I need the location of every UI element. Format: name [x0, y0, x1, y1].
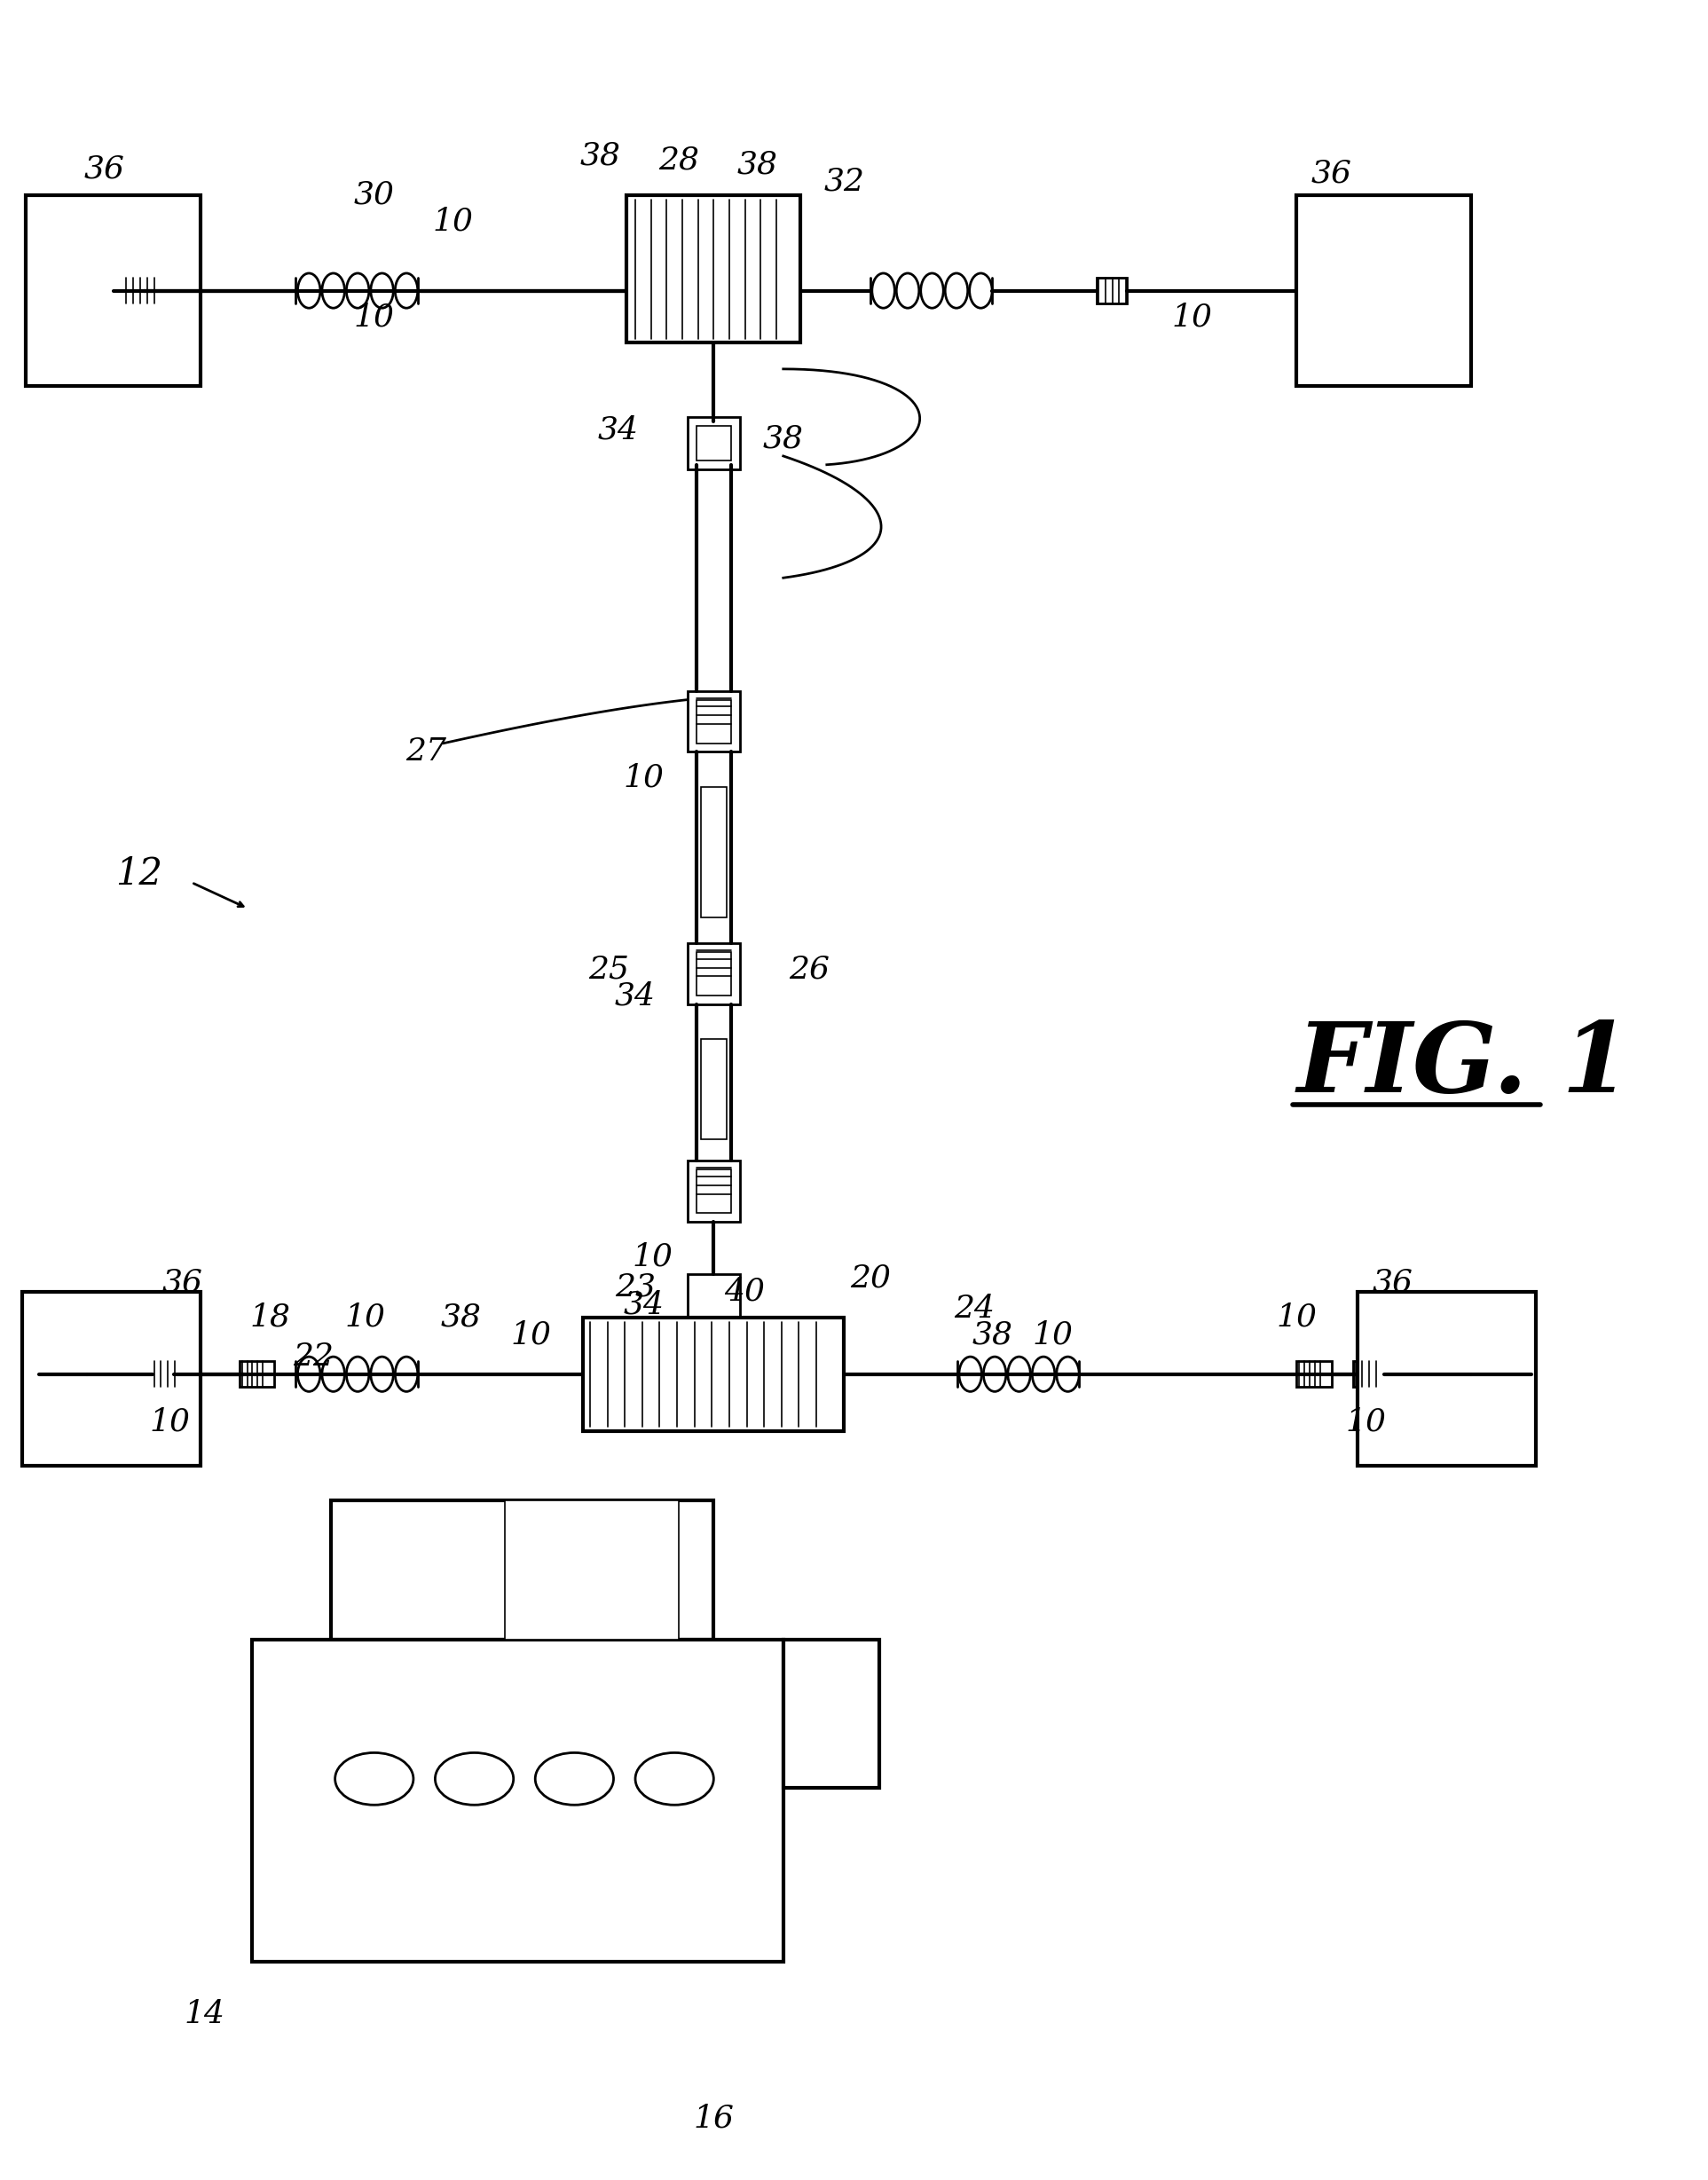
Bar: [697, 700, 731, 743]
Bar: [1358, 1291, 1535, 1465]
Text: 38: 38: [441, 1301, 482, 1332]
Bar: [700, 1040, 726, 1140]
Text: 10: 10: [354, 301, 395, 331]
Text: 10: 10: [1276, 1301, 1317, 1332]
Ellipse shape: [371, 272, 393, 307]
Bar: [688, 1273, 740, 1317]
Text: 10: 10: [149, 1406, 190, 1437]
Bar: [152, 1360, 183, 1386]
Ellipse shape: [323, 272, 345, 307]
Text: 27: 27: [407, 737, 447, 767]
Text: 34: 34: [623, 1288, 664, 1319]
Bar: [697, 1171, 731, 1212]
Ellipse shape: [335, 1753, 413, 1805]
Ellipse shape: [873, 272, 895, 307]
Ellipse shape: [1057, 1356, 1079, 1391]
Ellipse shape: [395, 1356, 418, 1391]
Bar: [1296, 194, 1471, 386]
Text: 38: 38: [972, 1319, 1013, 1349]
Text: 10: 10: [511, 1319, 552, 1349]
Text: 20: 20: [851, 1264, 890, 1293]
Ellipse shape: [945, 272, 968, 307]
Text: FIG. 1: FIG. 1: [1296, 1018, 1631, 1112]
Ellipse shape: [436, 1753, 514, 1805]
Text: 38: 38: [736, 150, 777, 179]
Text: 24: 24: [955, 1293, 996, 1323]
Text: 18: 18: [249, 1301, 290, 1332]
Text: 36: 36: [1372, 1269, 1413, 1297]
Text: 25: 25: [589, 955, 630, 985]
Text: 34: 34: [615, 981, 656, 1012]
Ellipse shape: [960, 1356, 982, 1391]
Bar: [688, 1162, 740, 1221]
Bar: [582, 1317, 844, 1430]
Ellipse shape: [897, 272, 919, 307]
Text: 10: 10: [432, 205, 473, 235]
Text: 38: 38: [763, 423, 804, 453]
Ellipse shape: [297, 1356, 321, 1391]
Bar: [688, 691, 740, 752]
Ellipse shape: [635, 1753, 714, 1805]
Bar: [113, 277, 143, 303]
Text: 23: 23: [615, 1273, 656, 1301]
Bar: [253, 1639, 784, 1962]
Ellipse shape: [921, 272, 943, 307]
Bar: [627, 194, 801, 342]
Bar: [700, 787, 726, 918]
Ellipse shape: [371, 1356, 393, 1391]
Ellipse shape: [535, 1753, 613, 1805]
Bar: [688, 944, 740, 1005]
Text: 14: 14: [184, 1999, 225, 2030]
Ellipse shape: [347, 1356, 369, 1391]
Ellipse shape: [347, 272, 369, 307]
Text: 10: 10: [345, 1301, 386, 1332]
Bar: [1296, 1360, 1332, 1386]
Bar: [697, 425, 731, 460]
Ellipse shape: [984, 1356, 1006, 1391]
Text: 10: 10: [1346, 1406, 1387, 1437]
Bar: [784, 1639, 880, 1788]
Ellipse shape: [1032, 1356, 1056, 1391]
Text: 10: 10: [1172, 301, 1213, 331]
Text: 34: 34: [598, 414, 639, 445]
Bar: [26, 194, 200, 386]
Bar: [506, 1500, 678, 1639]
Text: 32: 32: [823, 168, 864, 196]
Ellipse shape: [297, 272, 321, 307]
Text: 38: 38: [581, 142, 622, 170]
Ellipse shape: [323, 1356, 345, 1391]
Ellipse shape: [1008, 1356, 1030, 1391]
Bar: [1353, 1360, 1383, 1386]
Text: 22: 22: [292, 1341, 333, 1371]
Ellipse shape: [970, 272, 992, 307]
Bar: [239, 1360, 275, 1386]
Text: 12: 12: [116, 855, 162, 892]
Bar: [688, 416, 740, 469]
Text: 28: 28: [658, 146, 699, 174]
Text: 16: 16: [693, 2104, 734, 2134]
Text: 36: 36: [1312, 159, 1353, 187]
Text: 10: 10: [632, 1243, 673, 1271]
Bar: [697, 953, 731, 996]
Text: 36: 36: [84, 155, 125, 183]
Text: 26: 26: [789, 955, 830, 985]
Text: 10: 10: [1033, 1319, 1073, 1349]
Text: 40: 40: [724, 1275, 765, 1306]
Bar: [331, 1500, 714, 1639]
Ellipse shape: [395, 272, 418, 307]
Text: 10: 10: [623, 763, 664, 794]
Bar: [1097, 277, 1127, 303]
Bar: [22, 1291, 200, 1465]
Text: 30: 30: [354, 179, 395, 209]
Text: 36: 36: [162, 1269, 203, 1297]
